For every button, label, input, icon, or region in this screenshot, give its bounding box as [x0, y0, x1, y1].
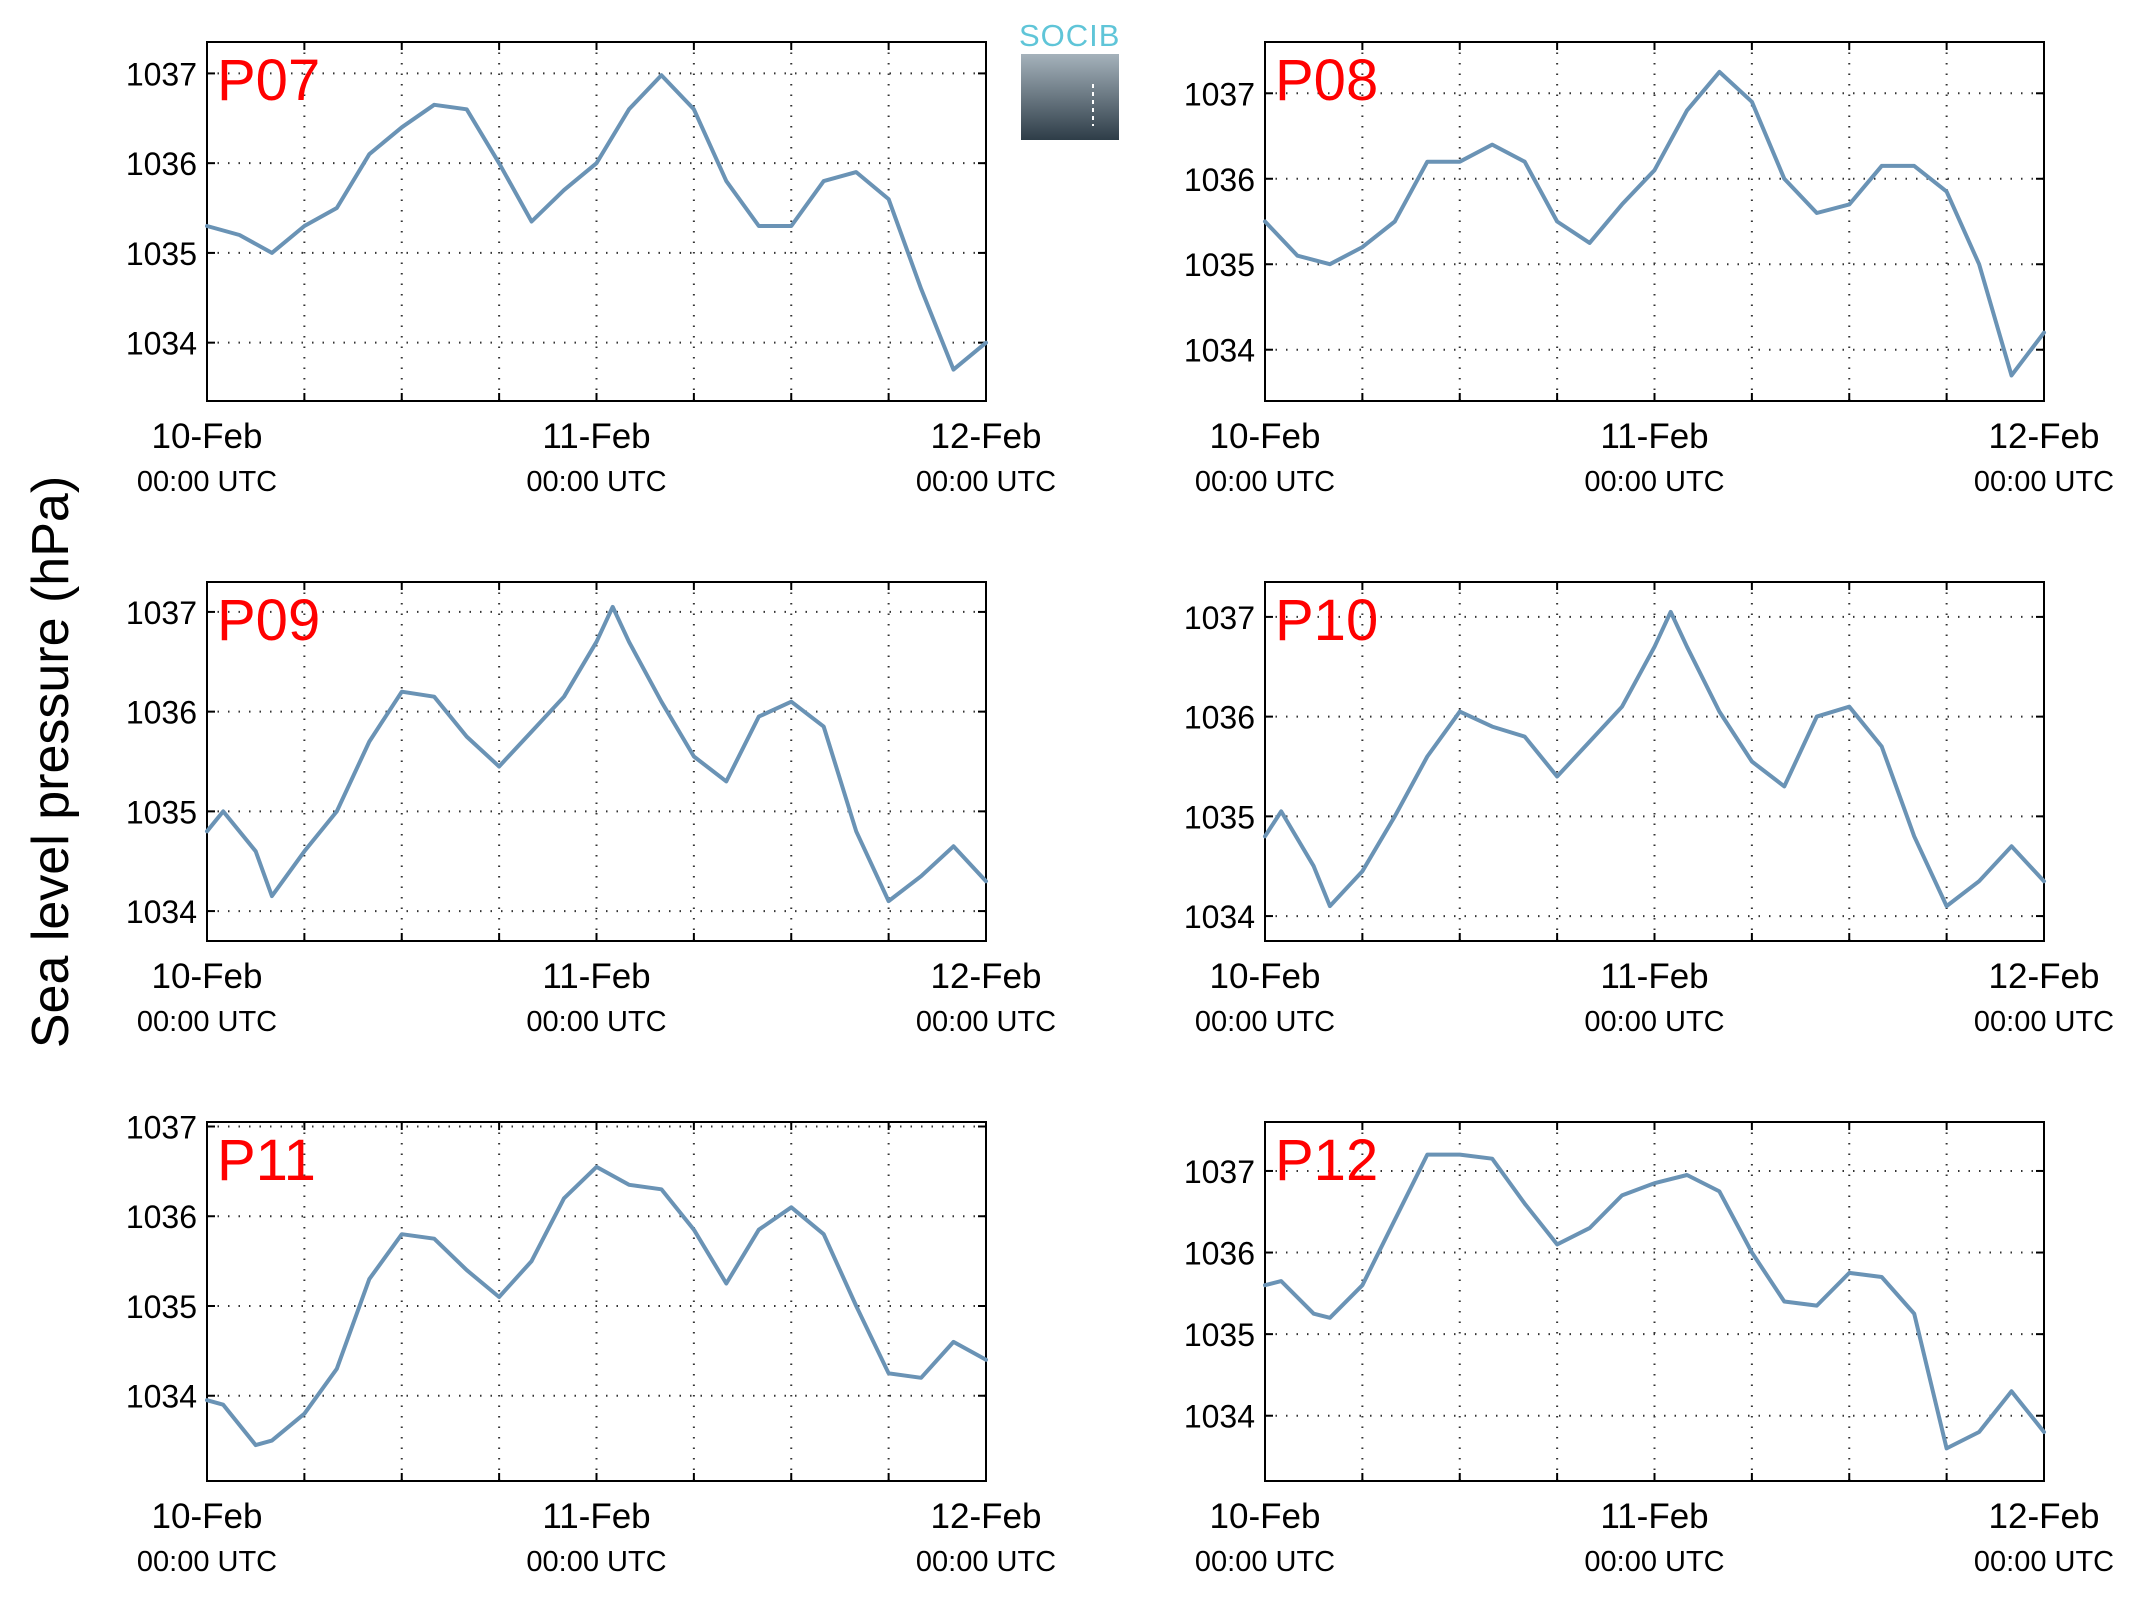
y-tick-label: 1035	[126, 794, 197, 830]
x-tick-label-time: 00:00 UTC	[1195, 466, 1335, 498]
x-tick-label-date: 12-Feb	[1989, 417, 2100, 456]
panel-p09: 1034 1035 1036 1037 10-Feb 00:00 UTC 11-Feb 00:…	[126, 581, 1056, 1038]
panel-label: P08	[1275, 48, 1378, 113]
x-tick-label-date: 12-Feb	[1989, 1497, 2100, 1536]
x-tick-label-date: 10-Feb	[152, 417, 263, 456]
y-tick-label: 1036	[1184, 1236, 1255, 1272]
x-tick-label-date: 12-Feb	[931, 417, 1042, 456]
panel-p12: 1034 1035 1036 1037 10-Feb 00:00 UTC 11-Feb 00:…	[1184, 1121, 2114, 1578]
y-tick-label: 1037	[126, 1109, 197, 1145]
y-tick-label: 1036	[1184, 162, 1255, 198]
pressure-series-line	[205, 604, 988, 904]
panel-label: P09	[217, 588, 320, 653]
x-tick-label-time: 00:00 UTC	[1974, 1546, 2114, 1578]
y-tick-label: 1035	[1184, 1317, 1255, 1353]
x-tick-label-time: 00:00 UTC	[1974, 1006, 2114, 1038]
pressure-series-line	[205, 73, 988, 372]
x-tick-label-time: 00:00 UTC	[916, 1006, 1056, 1038]
panel-p08: 1034 1035 1036 1037 10-Feb 00:00 UTC 11-Feb 00:…	[1184, 41, 2114, 498]
panel-label: P07	[217, 48, 320, 113]
x-tick-label-time: 00:00 UTC	[526, 1546, 666, 1578]
y-tick-label: 1036	[126, 146, 197, 182]
pressure-series-line	[1263, 609, 2046, 909]
x-tick-label-time: 00:00 UTC	[526, 1006, 666, 1038]
y-tick-label: 1034	[126, 1379, 197, 1415]
y-tick-label: 1037	[1184, 1154, 1255, 1190]
x-tick-label-time: 00:00 UTC	[1584, 466, 1724, 498]
pressure-series-line	[1263, 69, 2046, 378]
x-tick-label-date: 11-Feb	[542, 417, 650, 456]
panel-p10: 1034 1035 1036 1037 10-Feb 00:00 UTC 11-Feb 00:…	[1184, 581, 2114, 1038]
y-tick-label: 1035	[126, 1289, 197, 1325]
x-tick-label-date: 10-Feb	[152, 957, 263, 996]
x-tick-label-time: 00:00 UTC	[916, 1546, 1056, 1578]
x-tick-label-date: 12-Feb	[931, 957, 1042, 996]
socib-logo: SOCIB	[1019, 18, 1121, 140]
x-tick-label-date: 12-Feb	[931, 1497, 1042, 1536]
x-tick-label-time: 00:00 UTC	[526, 466, 666, 498]
x-tick-label-time: 00:00 UTC	[1195, 1546, 1335, 1578]
x-tick-label-date: 11-Feb	[542, 1497, 650, 1536]
panel-p11: 1034 1035 1036 1037 10-Feb 00:00 UTC 11-Feb 00:…	[126, 1109, 1056, 1578]
pressure-series-line	[205, 1164, 988, 1448]
panel-label: P11	[217, 1128, 316, 1193]
x-tick-label-date: 11-Feb	[1600, 957, 1708, 996]
x-tick-label-date: 12-Feb	[1989, 957, 2100, 996]
y-tick-label: 1034	[1184, 333, 1255, 369]
y-axis-label: Sea level pressure (hPa)	[22, 476, 80, 1048]
x-tick-label-date: 10-Feb	[1210, 1497, 1321, 1536]
panel-p07: 1034 1035 1036 1037 10-Feb 00:00 UTC 11-Feb 00:…	[126, 41, 1056, 498]
logo-text: SOCIB	[1019, 18, 1121, 53]
y-tick-label: 1034	[1184, 1399, 1255, 1435]
x-tick-label-date: 10-Feb	[1210, 417, 1321, 456]
y-tick-label: 1034	[126, 326, 197, 362]
x-tick-label-date: 10-Feb	[152, 1497, 263, 1536]
logo-graphic	[1021, 54, 1119, 140]
y-tick-label: 1035	[1184, 799, 1255, 835]
y-tick-label: 1037	[1184, 600, 1255, 636]
y-tick-label: 1035	[1184, 247, 1255, 283]
y-tick-label: 1036	[126, 1199, 197, 1235]
x-tick-label-time: 00:00 UTC	[1584, 1546, 1724, 1578]
x-tick-label-time: 00:00 UTC	[1974, 466, 2114, 498]
y-tick-label: 1036	[1184, 700, 1255, 736]
y-tick-label: 1035	[126, 236, 197, 272]
pressure-series-line	[1263, 1152, 2046, 1451]
x-tick-label-time: 00:00 UTC	[1195, 1006, 1335, 1038]
x-tick-label-time: 00:00 UTC	[1584, 1006, 1724, 1038]
x-tick-label-date: 11-Feb	[1600, 417, 1708, 456]
x-tick-label-date: 11-Feb	[542, 957, 650, 996]
panel-label: P12	[1275, 1128, 1378, 1193]
y-tick-label: 1037	[126, 56, 197, 92]
x-tick-label-time: 00:00 UTC	[137, 1006, 277, 1038]
y-tick-label: 1037	[126, 595, 197, 631]
x-tick-label-time: 00:00 UTC	[137, 466, 277, 498]
panel-label: P10	[1275, 588, 1378, 653]
y-tick-label: 1034	[126, 894, 197, 930]
x-tick-label-date: 11-Feb	[1600, 1497, 1708, 1536]
y-tick-label: 1037	[1184, 76, 1255, 112]
x-tick-label-date: 10-Feb	[1210, 957, 1321, 996]
x-tick-label-time: 00:00 UTC	[916, 466, 1056, 498]
x-tick-label-time: 00:00 UTC	[137, 1546, 277, 1578]
y-tick-label: 1034	[1184, 899, 1255, 935]
y-tick-label: 1036	[126, 695, 197, 731]
